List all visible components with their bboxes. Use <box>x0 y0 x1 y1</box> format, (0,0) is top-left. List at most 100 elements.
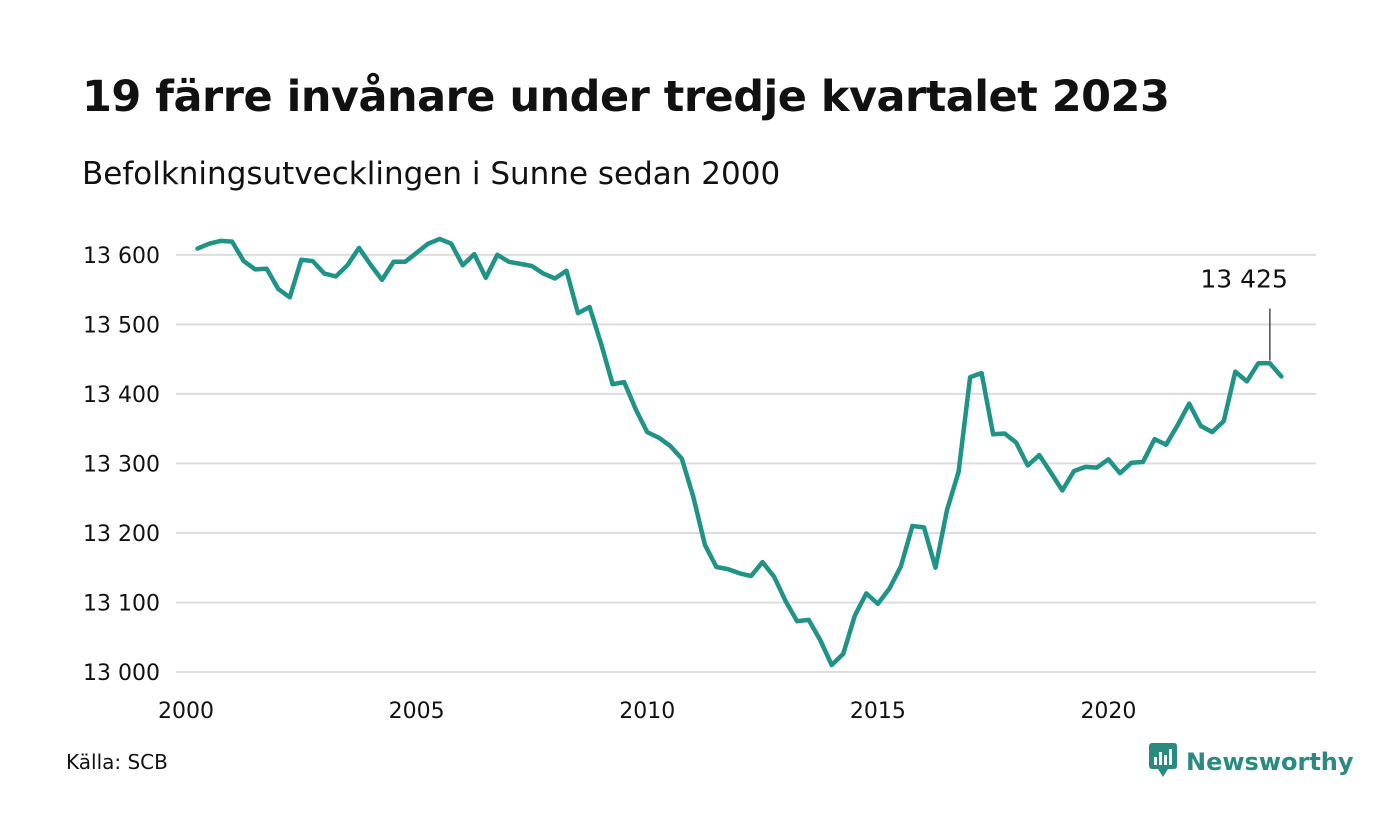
data-point <box>1003 432 1007 436</box>
data-point <box>910 524 914 528</box>
data-point <box>899 564 903 568</box>
source-note: Källa: SCB <box>66 750 168 774</box>
data-point <box>1187 402 1191 406</box>
data-point <box>622 380 626 384</box>
y-tick-label: 13 000 <box>83 661 160 686</box>
data-point <box>1014 441 1018 445</box>
data-point <box>392 260 396 264</box>
data-point <box>1060 489 1064 493</box>
data-point <box>588 305 592 309</box>
data-point <box>518 262 522 266</box>
data-point <box>541 272 545 276</box>
data-point <box>599 342 603 346</box>
data-point <box>565 269 569 273</box>
data-point <box>219 239 223 243</box>
data-point <box>1130 461 1134 465</box>
data-point <box>415 251 419 255</box>
data-point <box>738 571 742 575</box>
data-point <box>922 525 926 529</box>
data-point <box>714 565 718 569</box>
data-point <box>495 253 499 257</box>
data-point <box>853 614 857 618</box>
data-point <box>484 276 488 280</box>
data-point <box>334 274 338 278</box>
data-point <box>345 263 349 267</box>
data-point <box>1199 424 1203 428</box>
newsworthy-logo-icon <box>1148 742 1178 782</box>
brand-logo[interactable]: Newsworthy <box>1148 742 1354 782</box>
y-axis-ticks: 13 000 13 100 13 200 13 300 13 400 13 500 13 6… <box>83 244 160 686</box>
data-point <box>461 263 465 267</box>
series-line <box>195 236 1284 668</box>
data-point <box>1106 457 1110 461</box>
data-point <box>1164 443 1168 447</box>
x-tick-label: 2015 <box>850 699 906 724</box>
x-tick-label: 2020 <box>1080 699 1136 724</box>
data-point <box>634 407 638 411</box>
data-point <box>1095 466 1099 470</box>
y-tick-label: 13 400 <box>83 383 160 408</box>
data-point <box>1222 419 1226 423</box>
data-point <box>403 260 407 264</box>
data-point <box>841 652 845 656</box>
y-tick-label: 13 300 <box>83 452 160 477</box>
data-point <box>887 587 891 591</box>
data-point <box>761 560 765 564</box>
data-point <box>934 566 938 570</box>
data-point <box>680 457 684 461</box>
data-point <box>207 242 211 246</box>
y-tick-label: 13 500 <box>83 313 160 338</box>
data-point <box>1037 453 1041 457</box>
data-point <box>807 618 811 622</box>
data-point <box>1245 379 1249 383</box>
annotation-label: 13 425 <box>1200 265 1287 294</box>
data-point <box>507 260 511 264</box>
data-point <box>1072 469 1076 473</box>
data-point <box>957 470 961 474</box>
data-point <box>426 242 430 246</box>
data-point <box>945 508 949 512</box>
data-point <box>1141 460 1145 464</box>
y-tick-label: 13 100 <box>83 591 160 616</box>
brand-name: Newsworthy <box>1186 748 1354 776</box>
data-point <box>196 247 200 251</box>
x-tick-label: 2010 <box>619 699 675 724</box>
data-point <box>530 264 534 268</box>
data-point <box>380 278 384 282</box>
data-point <box>991 432 995 436</box>
x-tick-label: 2005 <box>389 699 445 724</box>
data-point <box>657 436 661 440</box>
data-point <box>1153 437 1157 441</box>
data-point <box>645 430 649 434</box>
data-point <box>322 272 326 276</box>
data-point <box>980 371 984 375</box>
y-tick-label: 13 200 <box>83 522 160 547</box>
data-point <box>1279 375 1283 379</box>
data-point <box>749 574 753 578</box>
data-point <box>1026 464 1030 468</box>
gridlines <box>176 253 1316 673</box>
data-point <box>691 495 695 499</box>
data-point <box>553 277 557 281</box>
data-point <box>242 259 246 263</box>
data-point <box>1233 370 1237 374</box>
data-point <box>864 591 868 595</box>
data-point <box>265 267 269 271</box>
data-point <box>357 246 361 250</box>
data-point <box>1083 465 1087 469</box>
data-point <box>668 444 672 448</box>
data-point <box>299 258 303 262</box>
data-point <box>772 575 776 579</box>
chart-subtitle: Befolkningsutvecklingen i Sunne sedan 20… <box>82 156 781 192</box>
data-point <box>1268 361 1272 365</box>
data-point <box>438 237 442 241</box>
data-point <box>253 267 257 271</box>
data-point <box>818 638 822 642</box>
x-tick-label: 2000 <box>158 699 214 724</box>
chart-title: 19 färre invånare under tredje kvartalet… <box>82 72 1170 122</box>
data-point <box>288 295 292 299</box>
data-point <box>230 240 234 244</box>
data-point <box>1210 430 1214 434</box>
data-point <box>1049 471 1053 475</box>
